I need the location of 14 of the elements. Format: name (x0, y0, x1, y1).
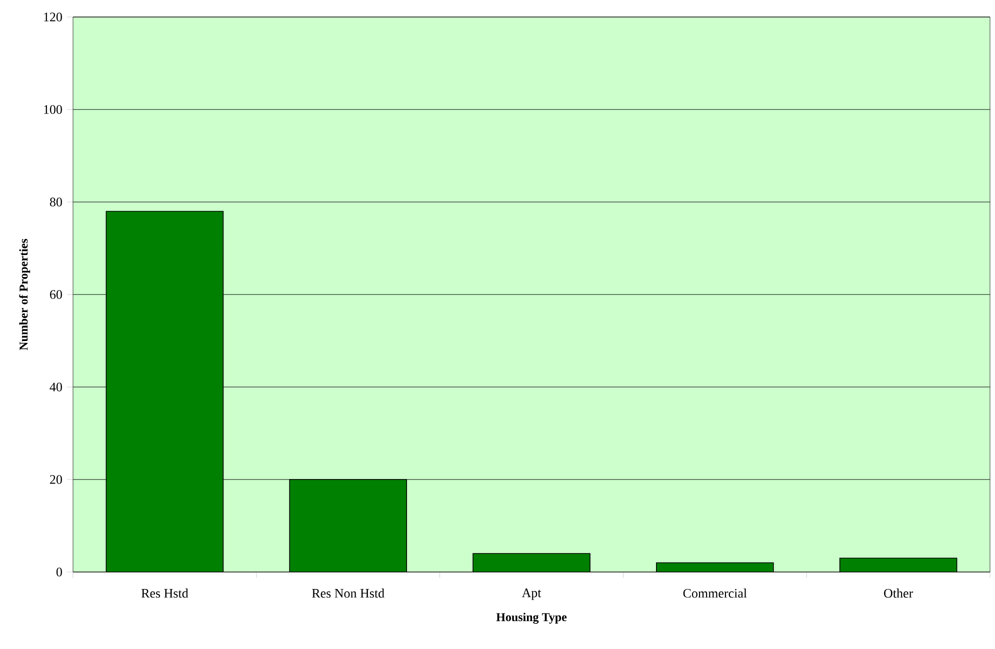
x-tick-label: Res Hstd (141, 588, 188, 598)
x-tick-label: Commercial (683, 588, 747, 598)
y-tick-label: 40 (50, 382, 62, 392)
x-tick-label: Apt (522, 588, 542, 600)
x-axis-title: Housing Type (496, 612, 567, 624)
y-tick-label: 20 (50, 475, 62, 484)
y-tick-label: 80 (50, 198, 62, 206)
x-tick-label: Other (884, 588, 913, 598)
x-tick-label: Res Non Hstd (312, 588, 384, 598)
y-tick-label: 120 (44, 12, 62, 22)
y-tick-label: 0 (56, 568, 62, 576)
y-axis-title: Number of Properties (19, 238, 30, 350)
y-tick-label: 100 (44, 105, 62, 114)
y-tick-label: 60 (50, 290, 62, 299)
